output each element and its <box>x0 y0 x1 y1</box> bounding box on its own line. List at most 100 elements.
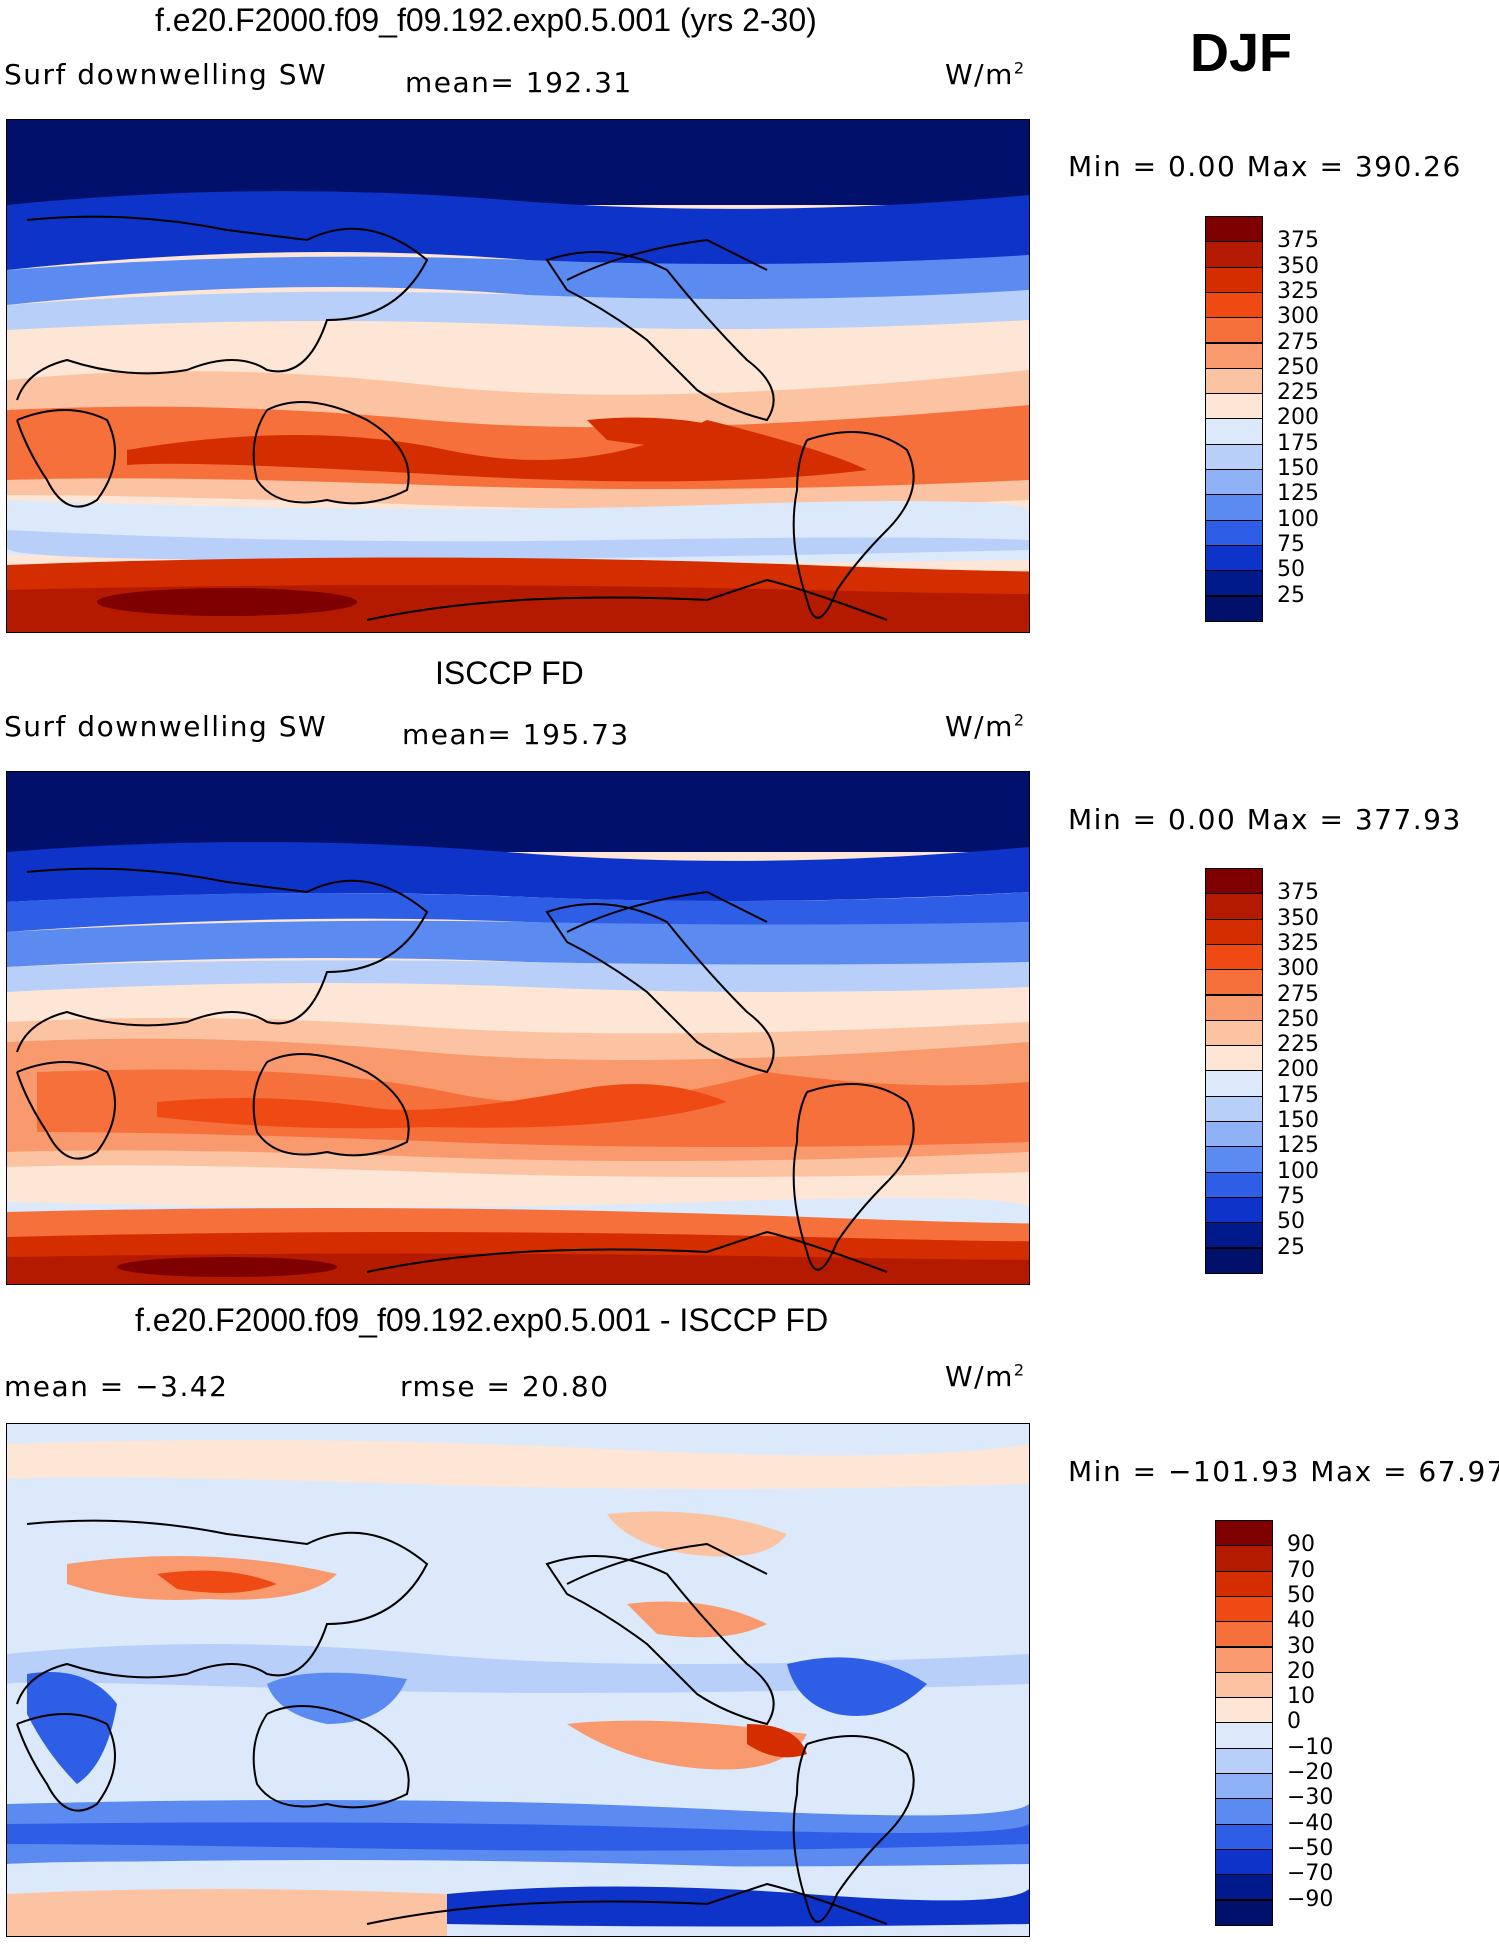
colorbar-swatch <box>1205 994 1263 1021</box>
colorbar-tick-label: −90 <box>1287 1886 1334 1912</box>
panel-2-colorbar: 375 350 325 300 275 250 225 200 175 150 125 100 75 50… <box>1205 868 1345 1274</box>
panel-1-variable-label: Surf downwelling SW <box>4 58 328 91</box>
colorbar-tick-label: 50 <box>1277 557 1305 583</box>
panel-1-mean-label: mean= 192.31 <box>405 66 633 99</box>
colorbar-tick-label: 225 <box>1277 380 1319 406</box>
colorbar-swatch <box>1205 893 1263 920</box>
colorbar-tick-label: 100 <box>1277 1158 1319 1184</box>
colorbar-tick-label: 75 <box>1277 1183 1305 1209</box>
panel-3-units: W/m2 <box>945 1360 1026 1393</box>
panel-2-map <box>6 771 1030 1285</box>
colorbar-swatch <box>1205 469 1263 496</box>
colorbar-swatch <box>1205 367 1263 395</box>
panel-1-minmax: Min = 0.00 Max = 390.26 <box>1068 150 1462 183</box>
colorbar-swatch <box>1215 1874 1273 1901</box>
colorbar-tick-label: 25 <box>1277 582 1305 608</box>
colorbar-swatch <box>1205 216 1263 243</box>
colorbar-tick-label: 0 <box>1287 1709 1301 1735</box>
colorbar-swatch <box>1205 494 1263 521</box>
season-label: DJF <box>1190 23 1293 83</box>
colorbar-swatch <box>1215 1899 1273 1926</box>
colorbar-swatch <box>1205 1045 1263 1072</box>
colorbar-swatch <box>1205 241 1263 268</box>
colorbar-tick-label: 75 <box>1277 531 1305 557</box>
colorbar-tick-label: 325 <box>1277 278 1319 304</box>
colorbar-swatch <box>1205 393 1263 420</box>
colorbar-swatch <box>1205 544 1263 572</box>
colorbar-swatch <box>1205 1146 1263 1173</box>
colorbar-swatch <box>1205 1247 1263 1274</box>
colorbar-tick-label: −20 <box>1287 1760 1334 1785</box>
colorbar-swatch <box>1215 1671 1273 1699</box>
colorbar-tick-label: 125 <box>1277 481 1319 507</box>
colorbar-swatch <box>1205 1095 1263 1122</box>
colorbar-tick-label: 30 <box>1287 1633 1315 1659</box>
colorbar-swatch <box>1205 1171 1263 1198</box>
panel-1-field <box>7 120 1029 632</box>
panel-3-map <box>6 1423 1030 1937</box>
colorbar-swatch <box>1205 943 1263 971</box>
colorbar-swatch <box>1215 1773 1273 1800</box>
panel-2-minmax: Min = 0.00 Max = 377.93 <box>1068 803 1462 836</box>
colorbar-swatch <box>1205 443 1263 470</box>
colorbar-swatch <box>1205 868 1263 895</box>
panel-3-mean-label: mean = −3.42 <box>4 1370 229 1403</box>
colorbar-swatch <box>1205 1196 1263 1224</box>
panel-2-field <box>7 772 1029 1284</box>
colorbar-swatch <box>1215 1621 1273 1648</box>
panel-3-rmse-label: rmse = 20.80 <box>400 1370 610 1403</box>
colorbar-tick-label: 25 <box>1277 1234 1305 1260</box>
colorbar-swatch <box>1205 1222 1263 1249</box>
colorbar-swatch <box>1205 317 1263 344</box>
panel-3-minmax: Min = −101.93 Max = 67.97 <box>1068 1455 1499 1488</box>
colorbar-tick-label: 10 <box>1287 1684 1315 1710</box>
colorbar-swatch <box>1215 1697 1273 1724</box>
colorbar-tick-label: 300 <box>1277 304 1319 330</box>
panel-2-title: ISCCP FD <box>435 655 584 691</box>
colorbar-tick-label: 350 <box>1277 905 1319 931</box>
colorbar-swatch <box>1205 1121 1263 1148</box>
colorbar-tick-label: 375 <box>1277 880 1319 906</box>
colorbar-tick-label: 275 <box>1277 329 1319 355</box>
colorbar-swatch <box>1205 918 1263 945</box>
colorbar-tick-label: −40 <box>1287 1810 1334 1836</box>
colorbar-tick-label: 225 <box>1277 1032 1319 1058</box>
colorbar-swatch <box>1205 342 1263 369</box>
colorbar-swatch <box>1215 1747 1273 1774</box>
panel-1-units: W/m2 <box>945 58 1026 91</box>
panel-2-units: W/m2 <box>945 710 1026 743</box>
colorbar-tick-label: 250 <box>1277 1006 1319 1032</box>
panel-3-field <box>7 1424 1029 1936</box>
colorbar-tick-label: 50 <box>1287 1582 1315 1608</box>
colorbar-swatch <box>1205 418 1263 445</box>
panel-3-title: f.e20.F2000.f09_f09.192.exp0.5.001 - ISC… <box>135 1302 829 1338</box>
panel-2-variable-label: Surf downwelling SW <box>4 710 328 743</box>
colorbar-tick-label: 20 <box>1287 1658 1315 1684</box>
colorbar-swatch <box>1205 595 1263 622</box>
colorbar-tick-label: −70 <box>1287 1861 1334 1887</box>
colorbar-tick-label: 150 <box>1277 1108 1319 1133</box>
colorbar-swatch <box>1205 519 1263 546</box>
colorbar-tick-label: 375 <box>1277 228 1319 254</box>
colorbar-swatch <box>1205 1070 1263 1097</box>
panel-3-colorbar: 90 70 50 40 30 20 10 0 −10 −20 −30 −40 −50 −70 −90 <box>1215 1520 1355 1926</box>
colorbar-tick-label: 200 <box>1277 405 1319 431</box>
colorbar-swatch <box>1205 291 1263 319</box>
colorbar-tick-label: 90 <box>1287 1532 1315 1558</box>
colorbar-swatch <box>1215 1798 1273 1825</box>
colorbar-swatch <box>1215 1722 1273 1749</box>
colorbar-swatch <box>1215 1570 1273 1597</box>
colorbar-tick-label: 250 <box>1277 354 1319 380</box>
colorbar-tick-label: 70 <box>1287 1557 1315 1583</box>
colorbar-swatch <box>1205 570 1263 597</box>
colorbar-tick-label: 300 <box>1277 956 1319 982</box>
colorbar-tick-label: 125 <box>1277 1133 1319 1159</box>
colorbar-tick-label: 325 <box>1277 930 1319 956</box>
colorbar-swatch <box>1215 1595 1273 1623</box>
colorbar-tick-label: −10 <box>1287 1734 1334 1760</box>
panel-1-map <box>6 119 1030 633</box>
colorbar-swatch <box>1215 1848 1273 1876</box>
colorbar-swatch <box>1205 969 1263 996</box>
colorbar-swatch <box>1215 1545 1273 1572</box>
colorbar-tick-label: −50 <box>1287 1835 1334 1861</box>
